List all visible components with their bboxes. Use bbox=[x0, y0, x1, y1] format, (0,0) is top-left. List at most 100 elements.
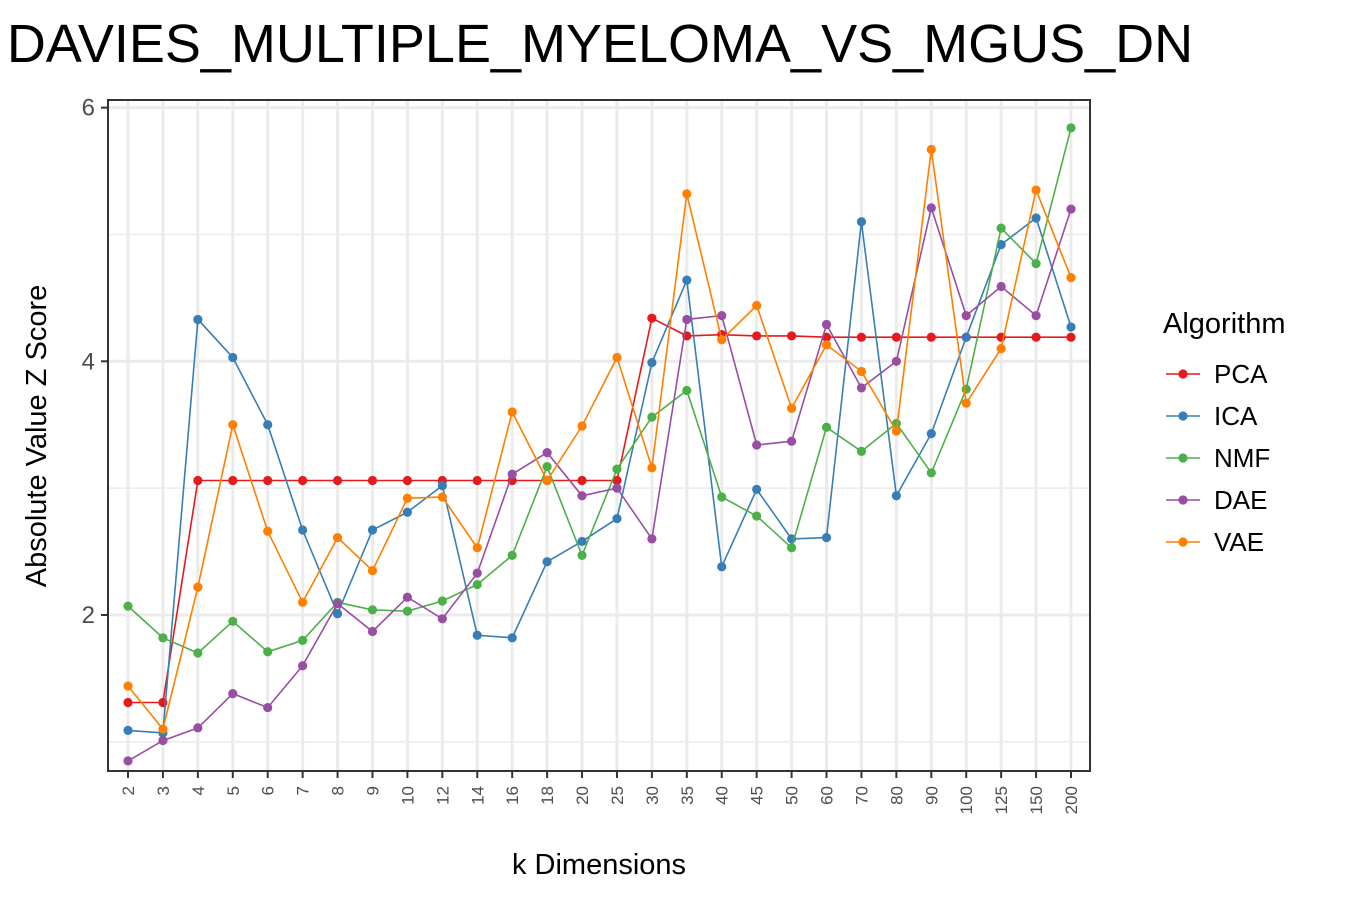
data-point-vae bbox=[647, 463, 657, 473]
data-point-dae bbox=[263, 702, 273, 713]
data-point-pca bbox=[472, 475, 482, 486]
y-axis-title: Absolute Value Z Score bbox=[21, 285, 53, 588]
data-point-vae bbox=[821, 340, 832, 350]
data-point-nmf bbox=[717, 492, 727, 502]
data-point-dae bbox=[577, 491, 587, 501]
x-tick-label: 7 bbox=[294, 786, 313, 795]
data-point-vae bbox=[856, 366, 867, 377]
data-point-dae bbox=[367, 626, 378, 637]
data-point-pca bbox=[891, 332, 901, 342]
data-point-pca bbox=[856, 332, 867, 342]
series-line-nmf bbox=[127, 127, 1072, 654]
data-point-pca bbox=[647, 313, 657, 323]
x-tick-label: 45 bbox=[748, 786, 767, 805]
data-point-dae bbox=[682, 314, 692, 325]
y-tick-label: 6 bbox=[82, 95, 95, 122]
data-point-pca bbox=[1066, 332, 1076, 342]
legend-label-pca: PCA bbox=[1214, 359, 1268, 389]
data-point-vae bbox=[961, 398, 971, 408]
data-point-vae bbox=[332, 533, 343, 543]
legend-key-point-vae bbox=[1178, 537, 1188, 547]
data-point-dae bbox=[1031, 311, 1041, 321]
plot-panel-border bbox=[107, 99, 1091, 772]
data-point-dae bbox=[158, 735, 168, 746]
data-point-nmf bbox=[123, 601, 133, 611]
legend-key-point-ica bbox=[1178, 411, 1188, 421]
data-point-ica bbox=[472, 630, 482, 640]
data-point-nmf bbox=[577, 550, 587, 560]
data-point-pca bbox=[752, 331, 762, 341]
data-point-ica bbox=[298, 525, 308, 535]
series-line-pca bbox=[128, 317, 1071, 704]
data-point-ica bbox=[193, 314, 203, 325]
data-point-dae bbox=[926, 203, 936, 213]
data-point-ica bbox=[926, 428, 936, 439]
x-axis-title: k Dimensions bbox=[512, 849, 686, 881]
data-point-nmf bbox=[367, 605, 378, 615]
x-tick-label: 3 bbox=[154, 786, 173, 795]
data-point-dae bbox=[996, 281, 1006, 292]
data-point-ica bbox=[996, 240, 1006, 250]
data-point-dae bbox=[647, 534, 657, 544]
data-point-vae bbox=[577, 421, 587, 431]
data-point-vae bbox=[123, 681, 133, 691]
legend-key-point-nmf bbox=[1178, 453, 1188, 463]
data-point-ica bbox=[612, 513, 622, 524]
y-axis: 2 4 6 bbox=[82, 95, 108, 629]
x-tick-label: 12 bbox=[433, 786, 452, 805]
data-point-dae bbox=[298, 661, 308, 671]
y-tick-label: 2 bbox=[82, 602, 95, 629]
data-point-nmf bbox=[961, 384, 971, 394]
x-tick-label: 80 bbox=[887, 786, 906, 805]
data-point-vae bbox=[507, 407, 517, 417]
data-point-ica bbox=[891, 491, 901, 501]
data-point-pca bbox=[612, 475, 622, 486]
chart-title: DAVIES_MULTIPLE_MYELOMA_VS_MGUS_DN bbox=[7, 14, 1193, 74]
data-point-dae bbox=[542, 448, 552, 458]
data-point-dae bbox=[1066, 204, 1076, 214]
series-line-vae bbox=[127, 149, 1072, 731]
data-point-vae bbox=[402, 493, 413, 503]
data-point-vae bbox=[717, 335, 727, 345]
data-point-dae bbox=[612, 483, 622, 493]
data-point-pca bbox=[263, 475, 273, 486]
x-tick-label: 8 bbox=[329, 786, 348, 795]
data-point-vae bbox=[472, 543, 482, 553]
data-point-vae bbox=[263, 526, 273, 536]
data-point-ica bbox=[577, 536, 587, 547]
legend-key-point-pca bbox=[1178, 369, 1188, 379]
data-point-vae bbox=[926, 144, 936, 155]
data-point-nmf bbox=[228, 616, 238, 626]
x-tick-label: 10 bbox=[398, 786, 417, 805]
legend-label-vae: VAE bbox=[1214, 527, 1264, 557]
data-point-vae bbox=[193, 582, 203, 592]
data-point-vae bbox=[612, 352, 622, 363]
data-point-dae bbox=[402, 592, 413, 602]
data-point-vae bbox=[542, 475, 552, 486]
data-point-nmf bbox=[926, 468, 936, 478]
data-point-vae bbox=[682, 189, 692, 199]
data-point-vae bbox=[367, 565, 378, 576]
data-point-vae bbox=[996, 344, 1006, 354]
data-point-pca bbox=[577, 475, 587, 486]
data-point-ica bbox=[647, 357, 657, 368]
data-point-vae bbox=[786, 403, 797, 413]
data-point-vae bbox=[1031, 185, 1041, 195]
data-point-nmf bbox=[298, 635, 308, 645]
data-point-vae bbox=[891, 426, 901, 436]
y-tick-label: 4 bbox=[82, 348, 95, 375]
x-tick-label: 6 bbox=[259, 786, 278, 795]
legend-label-nmf: NMF bbox=[1214, 443, 1270, 473]
data-point-dae bbox=[472, 568, 482, 578]
x-tick-label: 16 bbox=[503, 786, 522, 805]
data-point-nmf bbox=[612, 464, 622, 474]
x-tick-label: 20 bbox=[573, 786, 592, 805]
x-tick-label: 200 bbox=[1062, 786, 1081, 814]
data-point-nmf bbox=[647, 412, 657, 422]
x-tick-label: 30 bbox=[643, 786, 662, 805]
legend-label-ica: ICA bbox=[1214, 401, 1258, 431]
x-tick-label: 150 bbox=[1027, 786, 1046, 814]
data-point-ica bbox=[123, 725, 133, 736]
data-point-dae bbox=[507, 469, 517, 479]
